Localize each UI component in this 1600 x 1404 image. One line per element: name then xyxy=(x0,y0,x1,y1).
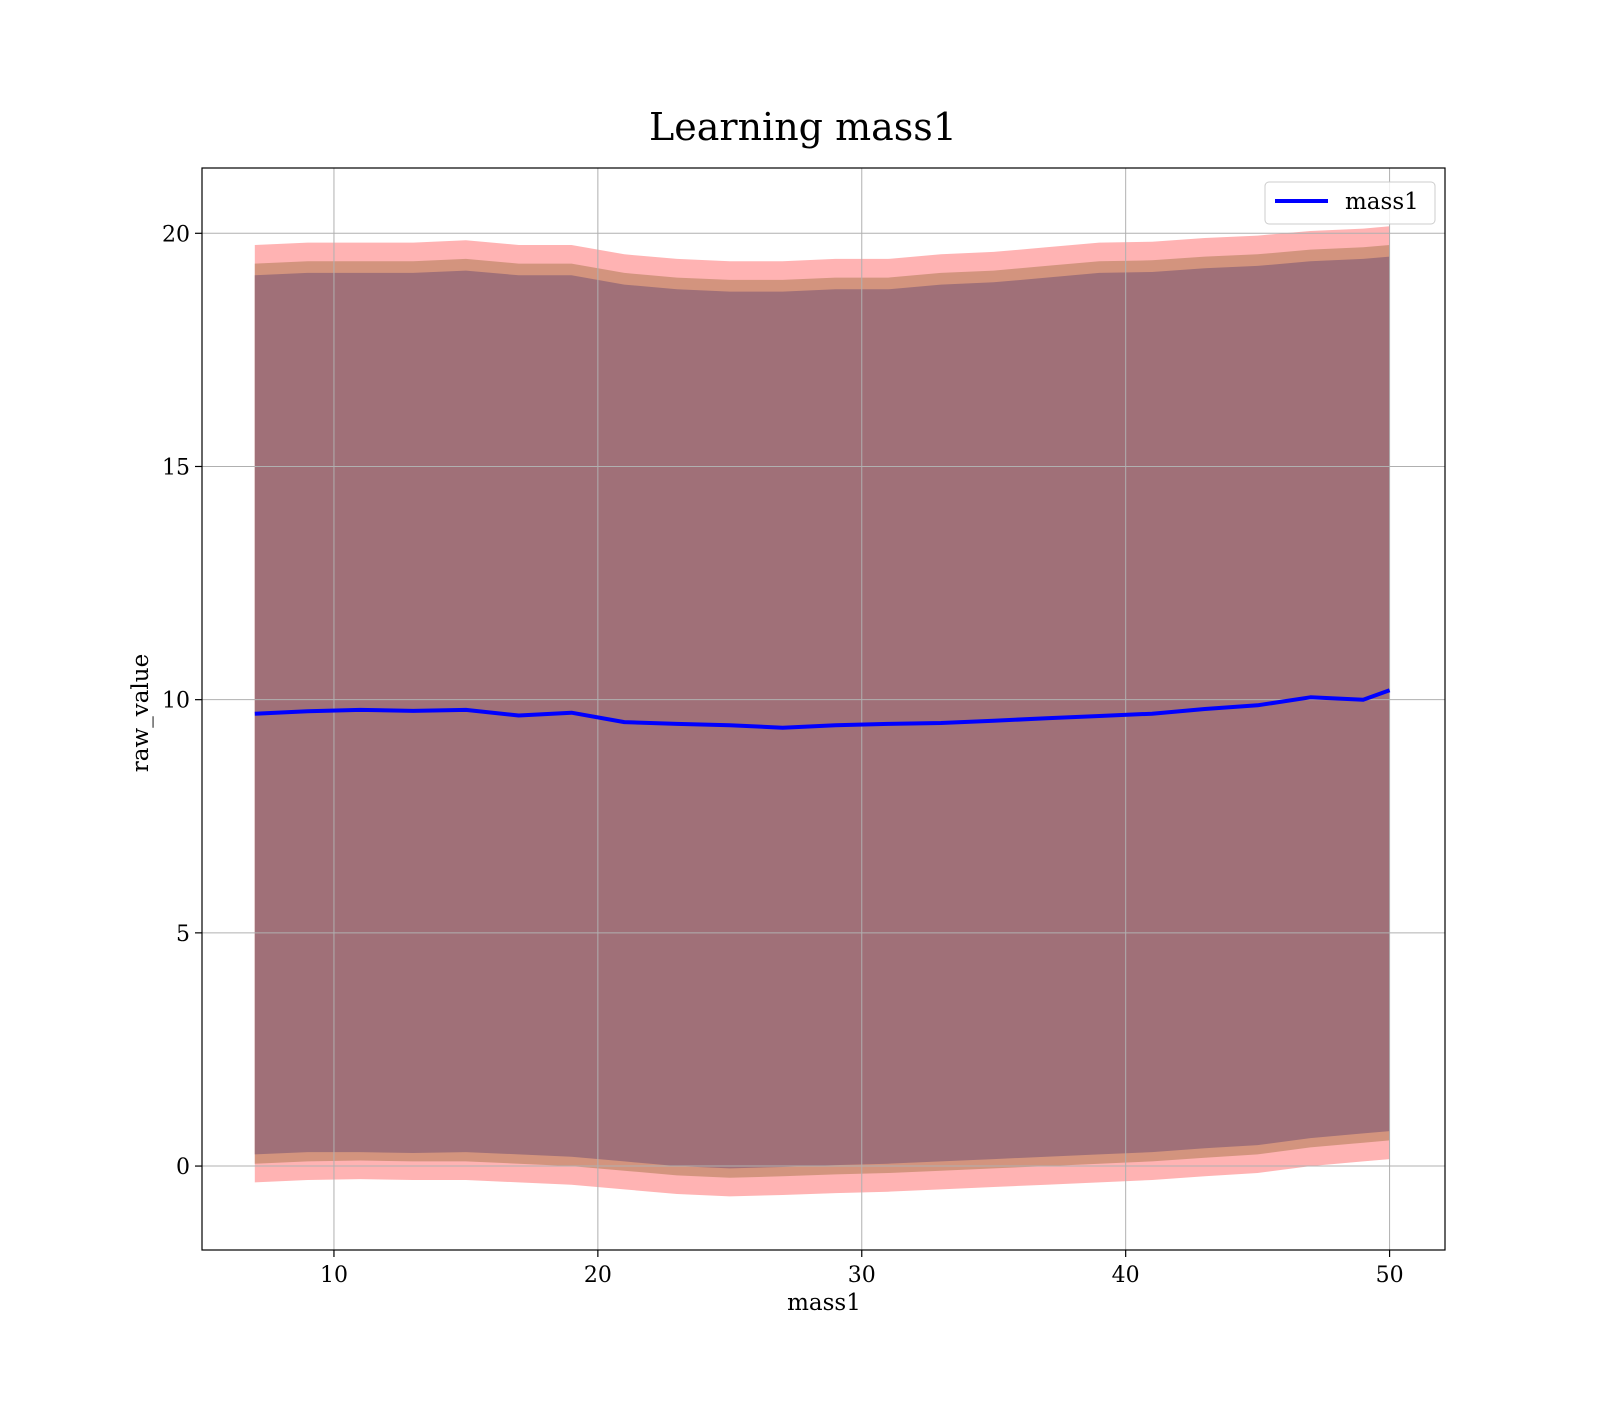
x-axis-label: mass1 xyxy=(787,1290,861,1316)
x-tick-label: 50 xyxy=(1376,1263,1404,1288)
y-tick-label: 0 xyxy=(176,1155,190,1180)
plot-frame xyxy=(201,167,1446,1251)
legend: mass1 xyxy=(1264,181,1436,225)
plot-area: 10 20 30 40 50 0 5 10 15 20 xyxy=(162,167,1446,1288)
y-tick-label: 20 xyxy=(162,222,190,247)
y-tick-label: 15 xyxy=(162,455,190,480)
y-axis-label: raw_value xyxy=(128,654,154,772)
legend-label: mass1 xyxy=(1345,189,1419,215)
x-tick-label: 40 xyxy=(1112,1263,1140,1288)
series-line-mass1 xyxy=(254,688,1391,730)
y-tick-label: 5 xyxy=(176,922,190,947)
x-tick-label: 20 xyxy=(584,1263,612,1288)
y-tick-label: 10 xyxy=(162,689,190,714)
band-inner xyxy=(254,256,1390,1169)
x-tick-label: 10 xyxy=(320,1263,348,1288)
x-tick-label: 30 xyxy=(848,1263,876,1288)
chart-title: Learning mass1 xyxy=(649,105,957,149)
legend-box xyxy=(1264,181,1436,225)
